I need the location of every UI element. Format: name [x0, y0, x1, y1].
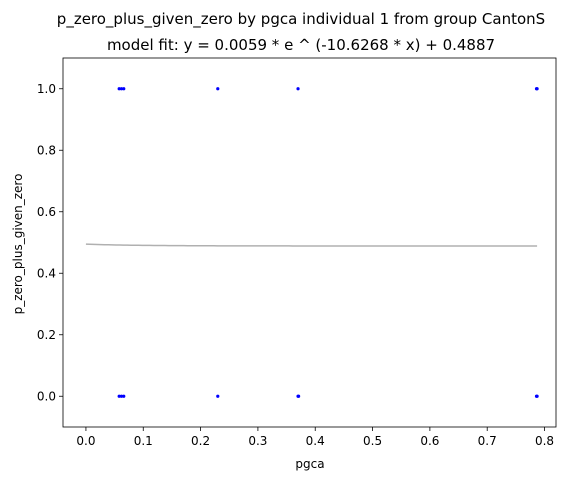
- x-tick-label-7: 0.7: [478, 434, 497, 448]
- data-point-10: [216, 394, 220, 398]
- x-tick-label-6: 0.6: [420, 434, 439, 448]
- data-point-6: [535, 87, 539, 91]
- y-tick-label-5: 1.0: [37, 82, 56, 96]
- data-point-7: [117, 394, 121, 398]
- x-axis-label: pgca: [295, 457, 324, 471]
- plot-frame: [62, 57, 557, 428]
- y-tick-label-2: 0.4: [37, 266, 56, 280]
- x-tick-label-4: 0.4: [306, 434, 325, 448]
- data-point-2: [122, 87, 126, 91]
- y-tick-label-3: 0.6: [37, 205, 56, 219]
- data-point-3: [216, 87, 220, 91]
- plot-area: 0.0 0.1 0.2 0.3 0.4 0.5 0.6 0.7 0.8 0.0 0.2 0.4 0.6 0…: [37, 57, 557, 448]
- y-axis-label: p_zero_plus_given_zero: [11, 174, 25, 315]
- chart-title: p_zero_plus_given_zero by pgca individua…: [57, 10, 545, 29]
- y-tick-label-0: 0.0: [37, 389, 56, 403]
- data-point-12: [297, 394, 301, 398]
- y-tick-label-1: 0.2: [37, 328, 56, 342]
- x-tick-label-3: 0.3: [248, 434, 267, 448]
- data-point-4: [296, 87, 300, 91]
- data-point-8: [119, 394, 124, 398]
- x-tick-label-2: 0.2: [191, 434, 210, 448]
- fit-curve: [85, 243, 538, 247]
- y-tick-label-4: 0.8: [37, 143, 56, 157]
- x-tick-label-0: 0.0: [76, 434, 95, 448]
- chart-subtitle: model fit: y = 0.0059 * e ^ (-10.6268 * …: [107, 36, 495, 54]
- data-point-0: [117, 87, 121, 91]
- data-point-1: [119, 87, 124, 91]
- x-tick-label-1: 0.1: [134, 434, 153, 448]
- data-point-14: [535, 394, 539, 398]
- x-tick-label-5: 0.5: [363, 434, 382, 448]
- x-tick-label-8: 0.8: [535, 434, 554, 448]
- data-point-9: [122, 394, 126, 398]
